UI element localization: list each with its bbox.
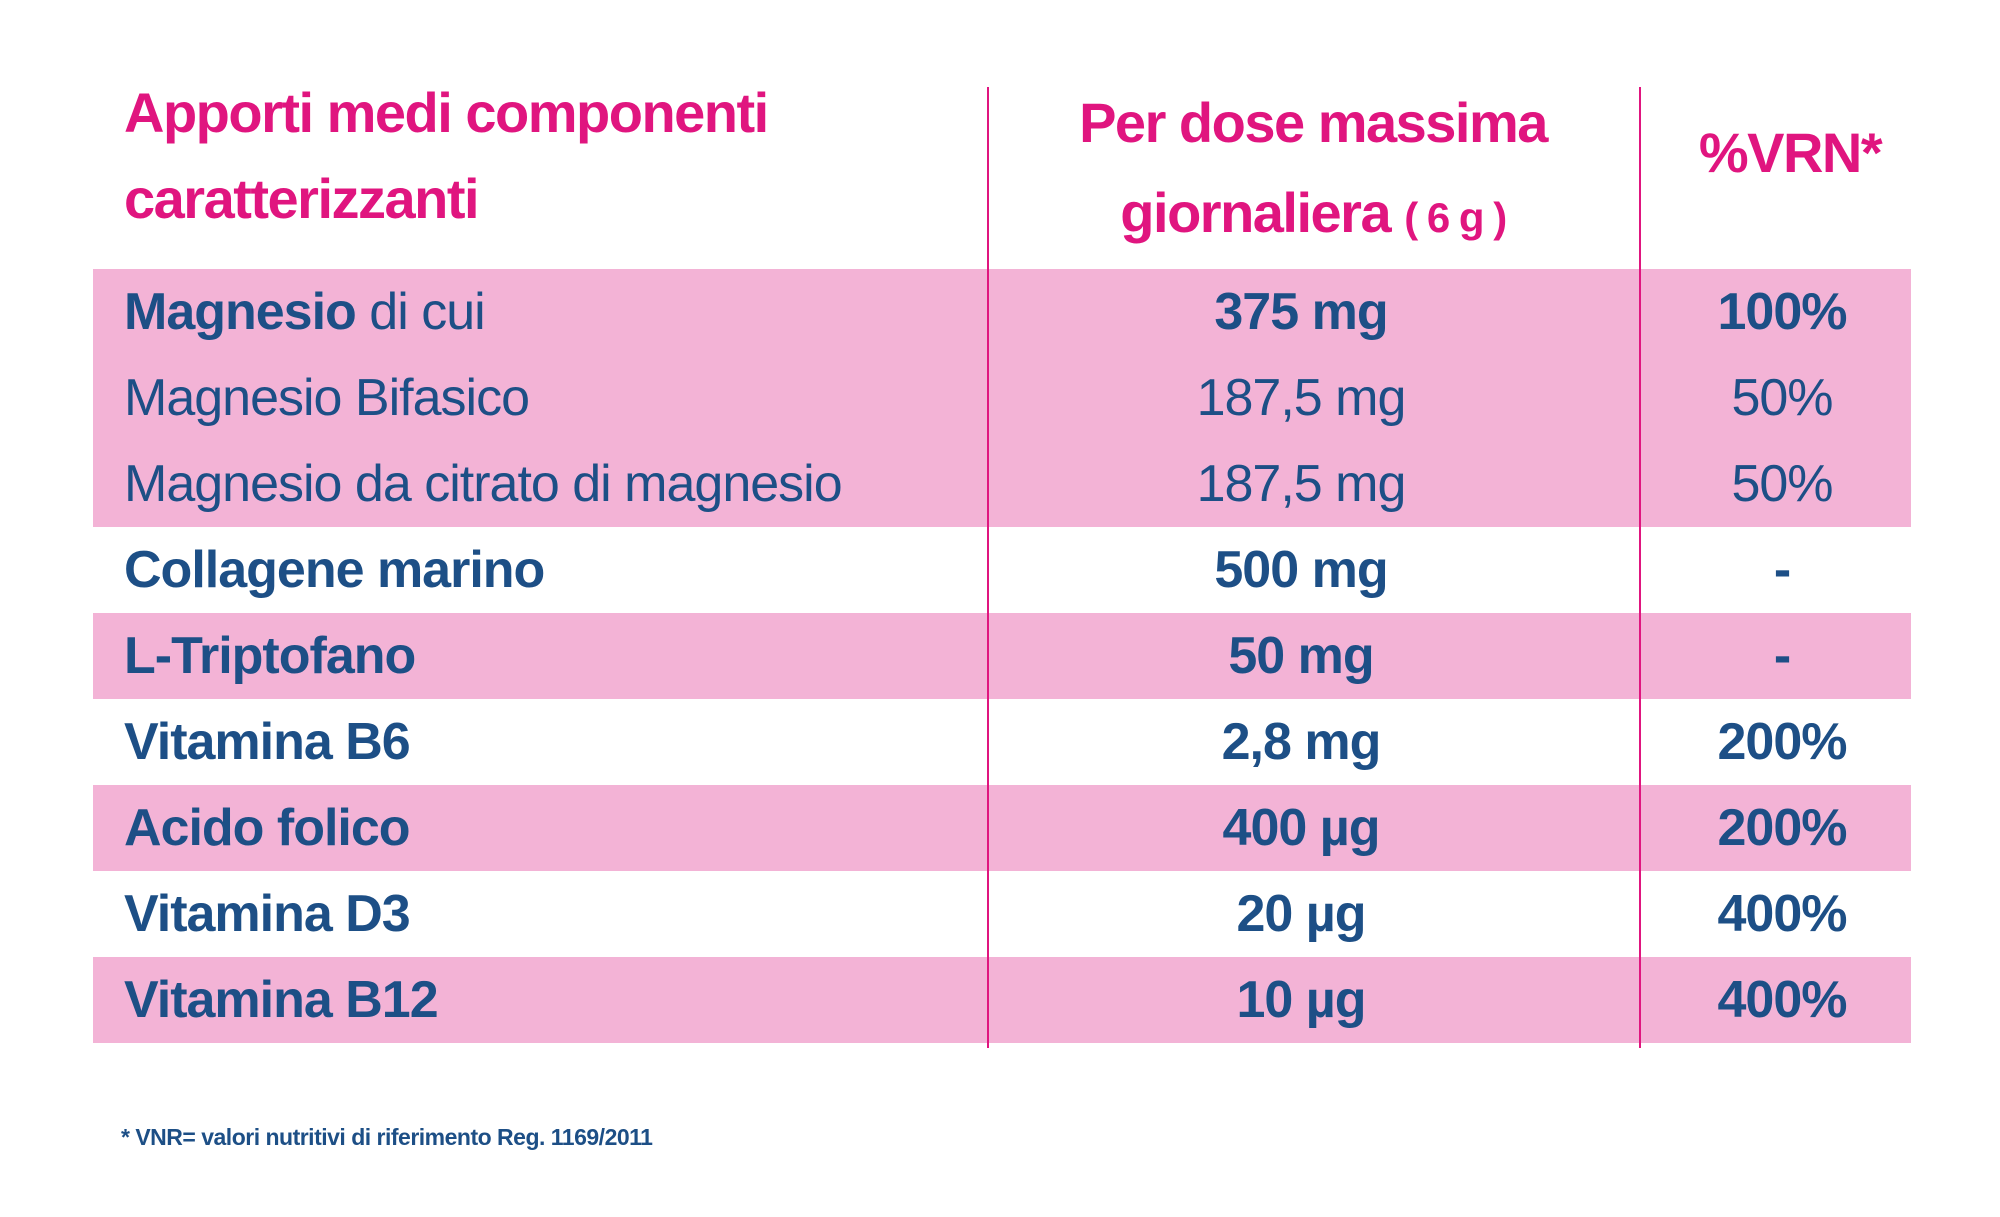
row-dose: 375 mg xyxy=(1214,283,1388,341)
row-name: Vitamina B12 xyxy=(124,957,439,1043)
row-vrn: 50% xyxy=(1731,369,1833,427)
nutrient-name-suffix: di cui xyxy=(355,283,485,341)
row-dose: 50 mg xyxy=(1228,627,1374,685)
row-vrn: 50% xyxy=(1731,455,1833,513)
row-dose: 2,8 mg xyxy=(1221,713,1382,771)
row-band xyxy=(93,269,1911,355)
nutrient-name: Magnesio Bifasico xyxy=(124,369,530,427)
footnote: * VNR= valori nutritivi di riferimento R… xyxy=(121,1124,653,1150)
row-name: Magnesio da citrato di magnesio xyxy=(124,441,843,527)
row-name: Magnesio Bifasico xyxy=(124,355,530,441)
header-col2-note: ( 6 g ) xyxy=(1404,194,1507,241)
row-vrn: 400% xyxy=(1717,885,1848,943)
nutrient-name: Vitamina B12 xyxy=(124,971,439,1029)
header-col1: Apporti medi componenti caratterizzanti xyxy=(124,81,769,230)
row-band xyxy=(93,957,1911,1043)
row-vrn: - xyxy=(1773,627,1791,685)
nutrient-name: L-Triptofano xyxy=(124,627,416,685)
column-divider xyxy=(987,87,989,1048)
nutrient-name: Collagene marino xyxy=(124,541,545,599)
row-name: Vitamina D3 xyxy=(124,871,411,957)
row-band xyxy=(93,355,1911,441)
header-col3: %VRN* xyxy=(1698,121,1883,184)
row-dose: 20 µg xyxy=(1236,885,1366,943)
nutrient-name: Vitamina D3 xyxy=(124,885,411,943)
row-dose: 187,5 mg xyxy=(1196,455,1407,513)
row-name: Acido folico xyxy=(124,785,411,871)
row-dose: 10 µg xyxy=(1236,971,1366,1029)
row-band xyxy=(93,785,1911,871)
row-vrn: 100% xyxy=(1717,283,1848,341)
nutrient-name: Magnesio da citrato di magnesio xyxy=(124,455,843,513)
row-dose: 500 mg xyxy=(1214,541,1388,599)
nutrient-name: Acido folico xyxy=(124,799,411,857)
header-col2: Per dose massima giornaliera ( 6 g ) xyxy=(1007,78,1619,263)
row-name: L-Triptofano xyxy=(124,613,416,699)
row-band xyxy=(93,441,1911,527)
row-vrn: 200% xyxy=(1717,799,1848,857)
nutrient-name: Vitamina B6 xyxy=(124,713,411,771)
row-band xyxy=(93,613,1911,699)
row-name: Collagene marino xyxy=(124,527,545,613)
nutrient-name: Magnesio xyxy=(124,283,357,341)
row-vrn: 200% xyxy=(1717,713,1848,771)
row-dose: 400 µg xyxy=(1222,799,1381,857)
header-col2-text: Per dose massima giornaliera xyxy=(1079,91,1548,244)
row-dose: 187,5 mg xyxy=(1196,369,1407,427)
row-name: Vitamina B6 xyxy=(124,699,411,785)
row-vrn: - xyxy=(1773,541,1791,599)
column-divider xyxy=(1639,87,1641,1048)
row-name: Magnesio di cui xyxy=(124,269,486,355)
row-vrn: 400% xyxy=(1717,971,1848,1029)
